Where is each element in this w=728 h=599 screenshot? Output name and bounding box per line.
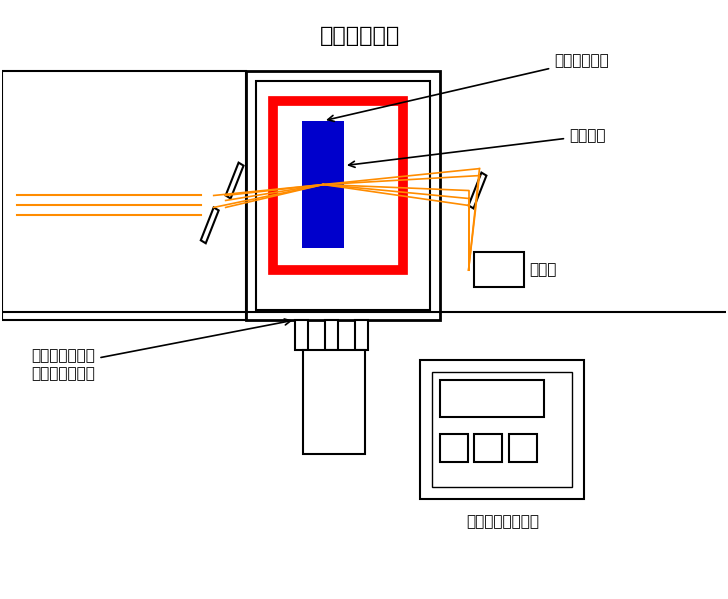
Bar xyxy=(475,434,502,462)
Bar xyxy=(274,101,403,270)
Bar xyxy=(440,380,544,418)
Bar xyxy=(304,350,365,454)
Bar xyxy=(510,434,537,462)
Bar xyxy=(355,320,368,350)
Text: ＦＴＩＲ本体: ＦＴＩＲ本体 xyxy=(320,26,400,46)
Bar xyxy=(245,71,440,320)
Bar xyxy=(325,320,338,350)
Polygon shape xyxy=(201,207,218,243)
Bar xyxy=(432,371,572,487)
Polygon shape xyxy=(226,163,244,198)
Bar xyxy=(256,81,430,310)
Text: 加熱ステージ: 加熱ステージ xyxy=(328,54,609,122)
Bar xyxy=(296,320,308,350)
Text: 試料セル: 試料セル xyxy=(349,128,606,167)
Bar xyxy=(420,360,584,499)
Text: 温度コントローラ: 温度コントローラ xyxy=(466,514,539,529)
Bar xyxy=(475,252,524,287)
Bar xyxy=(302,121,344,248)
Polygon shape xyxy=(469,173,486,208)
Text: 検出器: 検出器 xyxy=(529,262,557,278)
Bar xyxy=(440,434,467,462)
Text: パージ用ノズル
（オプション）: パージ用ノズル （オプション） xyxy=(31,319,290,381)
Bar xyxy=(1,71,245,320)
